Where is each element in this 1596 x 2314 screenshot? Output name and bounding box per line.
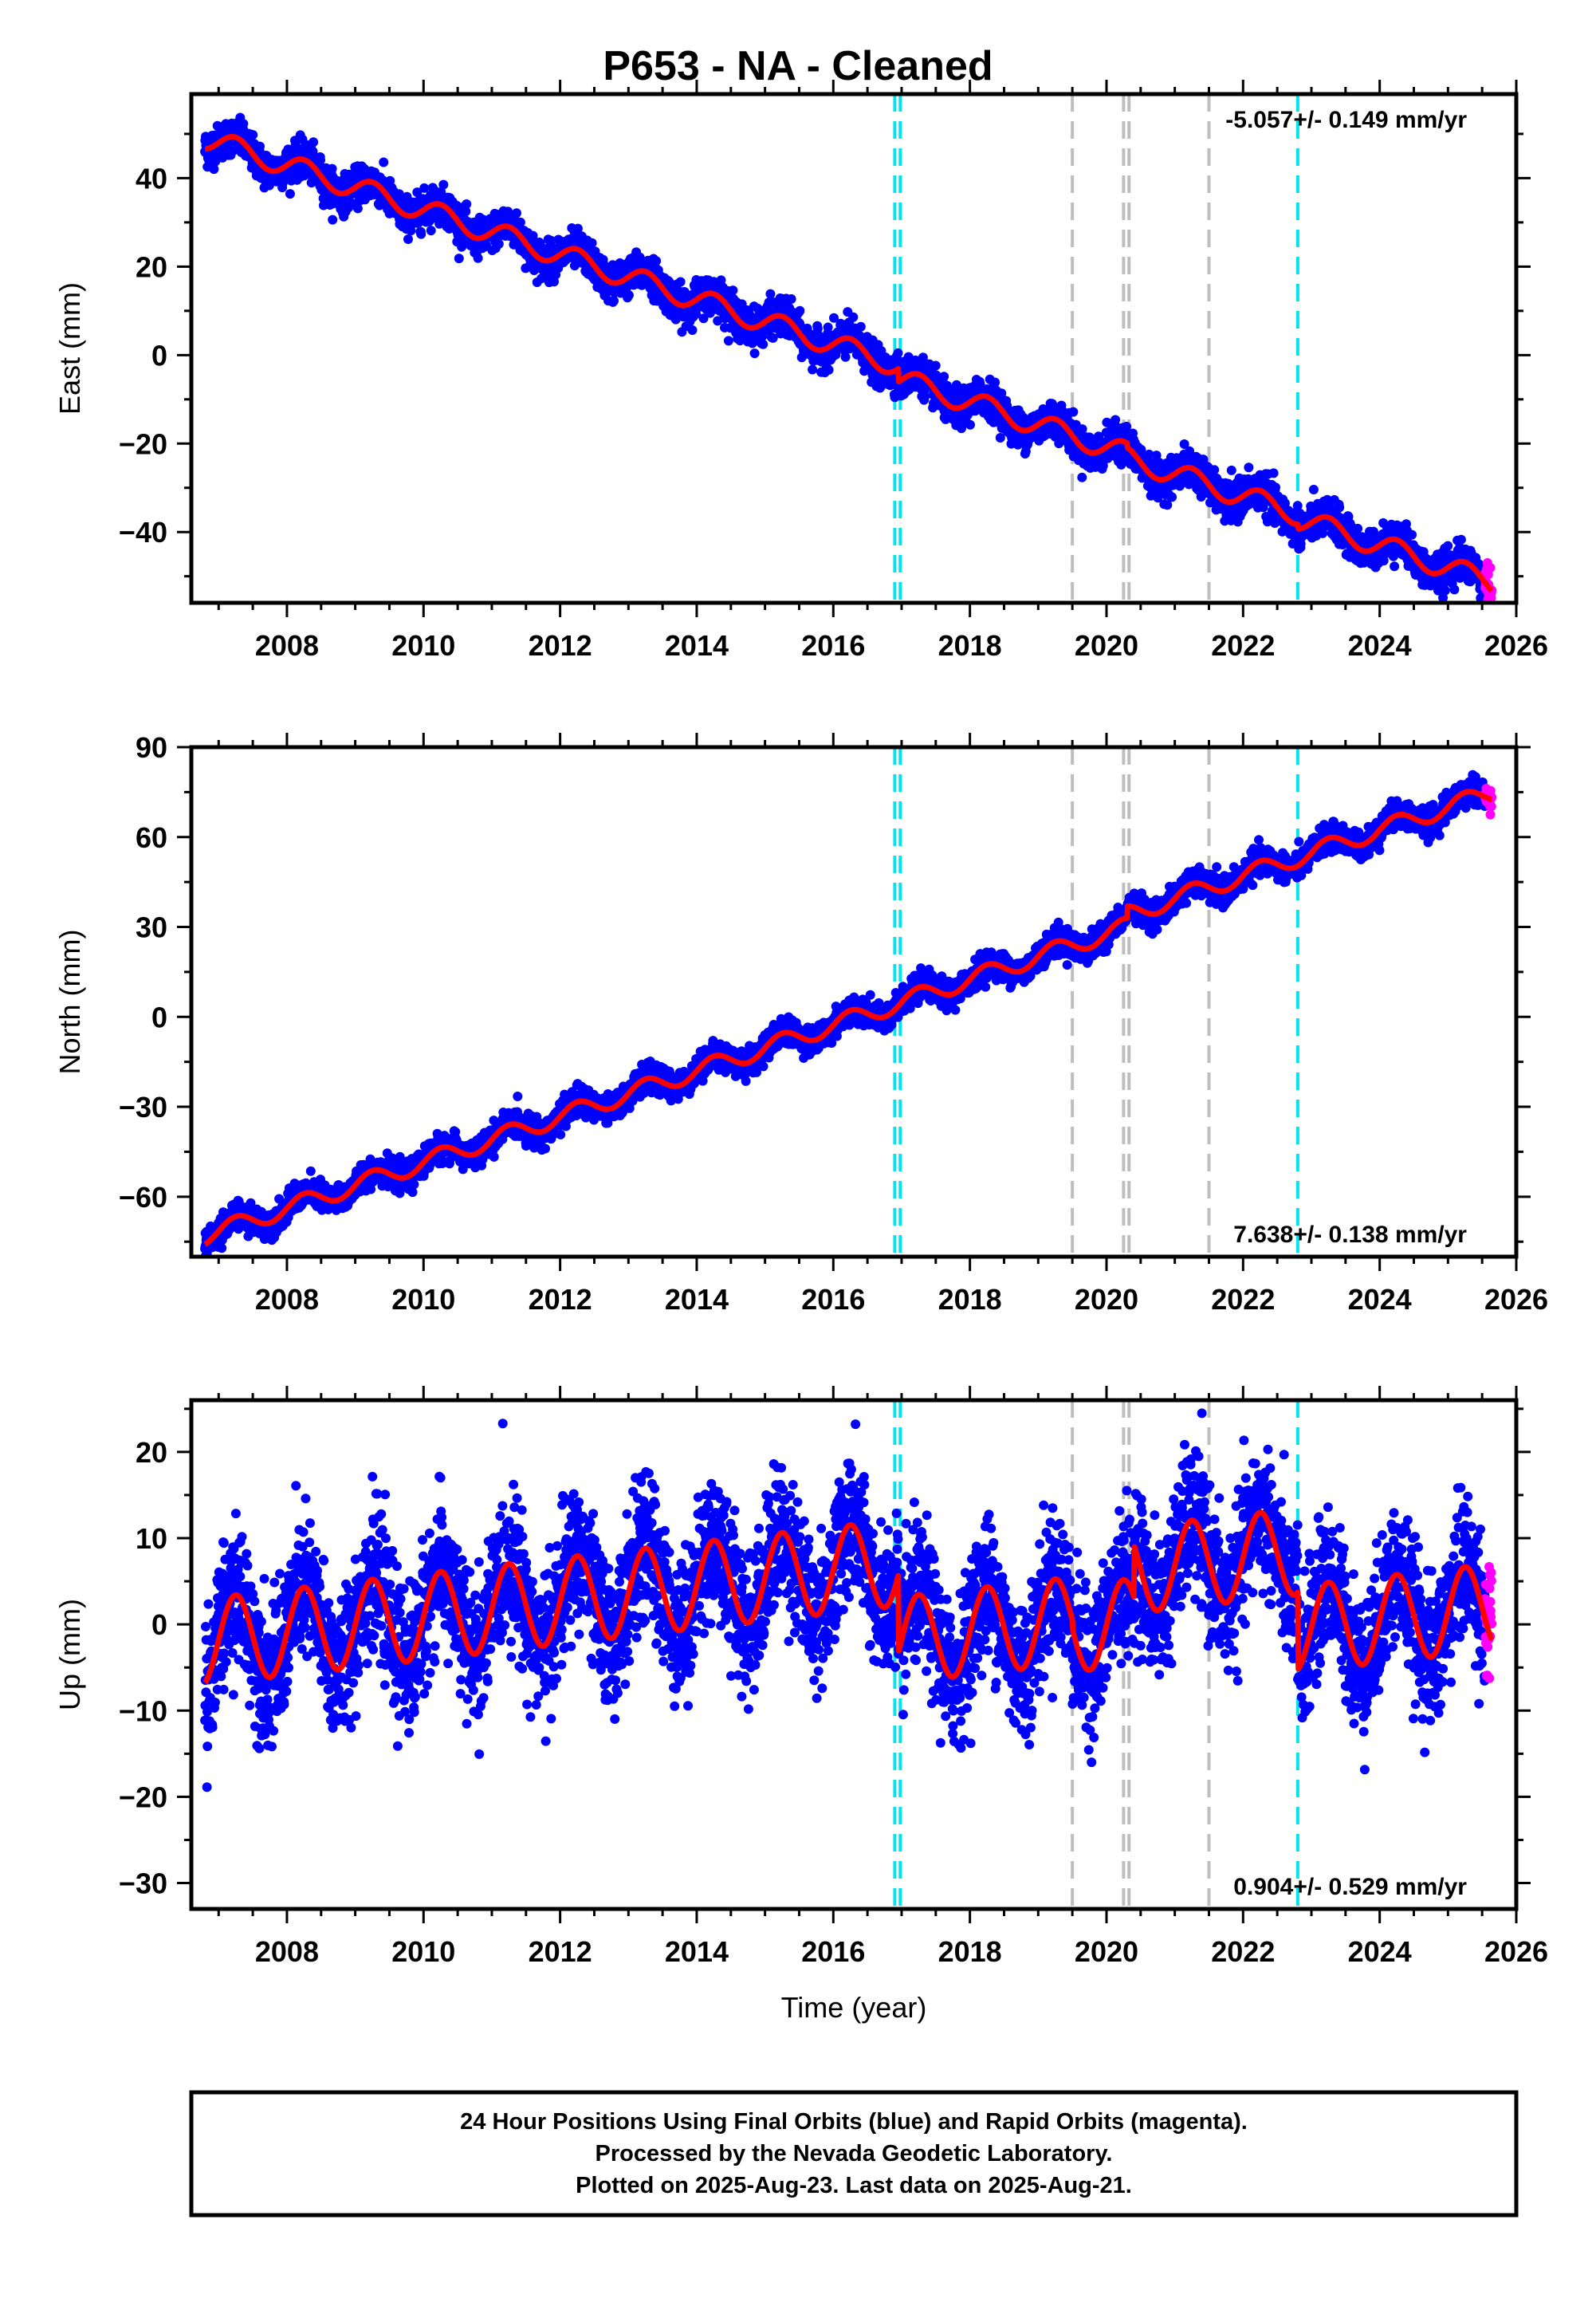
data-point: [765, 289, 776, 299]
data-point: [309, 137, 319, 148]
daily-points: [200, 112, 1497, 603]
data-point: [990, 377, 1000, 388]
data-point: [1407, 529, 1417, 540]
data-point: [1077, 424, 1087, 435]
data-point: [572, 223, 583, 234]
data-point: [454, 254, 464, 264]
data-point: [493, 238, 504, 249]
data-point: [1167, 492, 1177, 502]
data-point: [255, 141, 265, 152]
data-point: [965, 419, 975, 430]
data-point: [209, 164, 219, 175]
data-point: [651, 256, 662, 266]
data-point: [379, 157, 389, 167]
data-point: [419, 183, 430, 193]
data-point: [757, 331, 768, 341]
data-point: [352, 203, 363, 214]
data-point: [716, 275, 726, 285]
data-point: [808, 364, 818, 375]
data-point: [930, 360, 941, 371]
data-point: [515, 217, 525, 227]
data-point: [587, 238, 597, 248]
data-point: [1077, 472, 1087, 482]
data-point: [920, 392, 930, 402]
data-point: [248, 130, 258, 140]
data-point: [1390, 561, 1400, 572]
event-lines: [893, 94, 1299, 603]
data-point: [316, 155, 325, 165]
data-point: [609, 296, 619, 306]
data-point: [749, 348, 760, 359]
data-point: [238, 119, 249, 129]
data-point: [328, 214, 338, 225]
data-point: [1244, 462, 1254, 473]
data-point: [698, 313, 709, 324]
data-point: [512, 208, 521, 218]
data-point: [723, 336, 733, 346]
data-point: [691, 309, 702, 319]
data-point: [438, 179, 449, 190]
data-point: [426, 226, 436, 236]
data-point: [461, 207, 471, 217]
data-point: [1335, 502, 1345, 513]
data-point: [675, 277, 686, 287]
data-point: [285, 189, 295, 199]
data-point: [939, 372, 949, 382]
data-point: [848, 312, 859, 322]
data-point: [1268, 468, 1279, 478]
data-point: [893, 348, 903, 358]
chart-title: P653 - NA - Cleaned: [603, 43, 993, 89]
data-point: [436, 187, 446, 197]
data-point: [795, 305, 805, 316]
panels: 2008 2010 2012 2014 2016 2018 2020 2022 2024 2026…: [53, 80, 1548, 2024]
data-point: [687, 325, 698, 335]
data-point: [623, 290, 634, 301]
data-point: [412, 187, 423, 198]
data-point: [1209, 465, 1220, 475]
data-point: [728, 285, 738, 296]
data-point: [569, 261, 580, 271]
data-point: [327, 163, 337, 174]
data-point: [416, 229, 427, 239]
data-point: [1308, 485, 1319, 494]
data-point: [713, 316, 723, 326]
data-point: [546, 235, 556, 246]
data-point: [1226, 465, 1236, 475]
data-point: [824, 364, 834, 375]
data-point: [1068, 407, 1079, 417]
data-point: [1353, 523, 1363, 533]
data-point: [462, 199, 472, 209]
data-point: [786, 294, 796, 304]
data-point: [855, 321, 866, 332]
data-point: [473, 253, 483, 263]
data-point: [758, 339, 769, 349]
data-point: [403, 234, 413, 244]
data-point: [664, 277, 674, 287]
panel-1: 2008 2010 2012 2014 2016 2018 2020 2022 2024 2026…: [53, 80, 1548, 662]
data-point: [528, 230, 538, 241]
data-point: [1271, 482, 1280, 493]
data-point: [840, 352, 851, 362]
data-point: [823, 322, 833, 333]
